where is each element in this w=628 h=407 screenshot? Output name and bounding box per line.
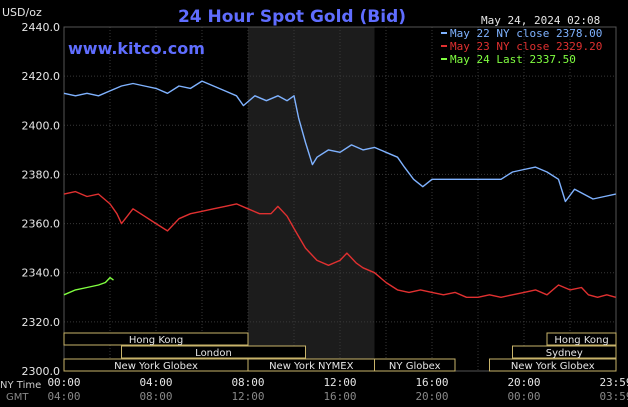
x-tick-label: 00:00 — [47, 376, 80, 389]
nymex-highlight — [248, 27, 375, 371]
y-tick-label: 2380.0 — [22, 168, 61, 181]
legend-entry: May 22 NY close 2378.00 — [450, 27, 602, 40]
y-tick-label: 2320.0 — [22, 316, 61, 329]
legend-entry: May 24 Last 2337.50 — [450, 53, 576, 66]
gmt-tick-label: 08:00 — [139, 390, 172, 403]
legend-entry: May 23 NY close 2329.20 — [450, 40, 602, 53]
website-link[interactable]: www.kitco.com — [68, 39, 205, 58]
x-tick-label: 12:00 — [323, 376, 356, 389]
session-bar — [546, 332, 617, 346]
data-series — [63, 80, 616, 298]
gmt-tick-label: 20:00 — [415, 390, 448, 403]
timestamp: May 24, 2024 02:08 — [481, 14, 600, 27]
unit-label: USD/oz — [2, 6, 42, 19]
gmt-label: GMT — [6, 392, 29, 403]
x-tick-label: 08:00 — [231, 376, 264, 389]
gmt-tick-label: 03:59 — [599, 390, 628, 403]
gmt-tick-label: 00:00 — [507, 390, 540, 403]
grid-lines — [63, 26, 617, 372]
y-tick-label: 2340.0 — [22, 267, 61, 280]
series-line-2 — [63, 190, 616, 298]
x-tick-label: 23:59 — [599, 376, 628, 389]
x-tick-label: 16:00 — [415, 376, 448, 389]
session-bar — [63, 332, 249, 346]
series-line-3 — [63, 276, 114, 296]
y-tick-label: 2300.0 — [22, 365, 61, 378]
series-line-1 — [63, 80, 616, 203]
chart-title: 24 Hour Spot Gold (Bid) — [178, 7, 406, 27]
session-label: Hong Kong — [129, 335, 183, 346]
y-tick-label: 2360.0 — [22, 218, 61, 231]
session-label: New York NYMEX — [269, 361, 354, 372]
gmt-tick-label: 16:00 — [323, 390, 356, 403]
session-label: New York Globex — [114, 361, 198, 372]
x-axis-ticks: 00:0004:0004:0008:0008:0012:0012:0016:00… — [47, 376, 628, 403]
ny-time-label: NY Time — [0, 380, 41, 391]
x-tick-label: 04:00 — [139, 376, 172, 389]
y-axis-ticks: 2300.0 2320.0 2340.0 2360.0 2380.0 2400.0 2420… — [22, 21, 61, 378]
session-bar — [489, 358, 617, 372]
session-label: Sydney — [546, 348, 583, 359]
y-tick-label: 2440.0 — [22, 21, 61, 34]
session-label: NY Globex — [389, 361, 441, 372]
gmt-tick-label: 12:00 — [231, 390, 264, 403]
session-bar — [121, 345, 306, 359]
x-tick-label: 20:00 — [507, 376, 540, 389]
gmt-tick-label: 04:00 — [47, 390, 80, 403]
y-tick-label: 2420.0 — [22, 70, 61, 83]
session-label: New York Globex — [511, 361, 595, 372]
market-sessions: Hong Kong Hong Kong London Sydney New York G… — [63, 332, 617, 372]
session-bar — [374, 358, 456, 372]
y-tick-label: 2400.0 — [22, 119, 61, 132]
session-label: London — [195, 348, 232, 359]
session-label: Hong Kong — [554, 335, 608, 346]
session-bar — [512, 345, 617, 359]
